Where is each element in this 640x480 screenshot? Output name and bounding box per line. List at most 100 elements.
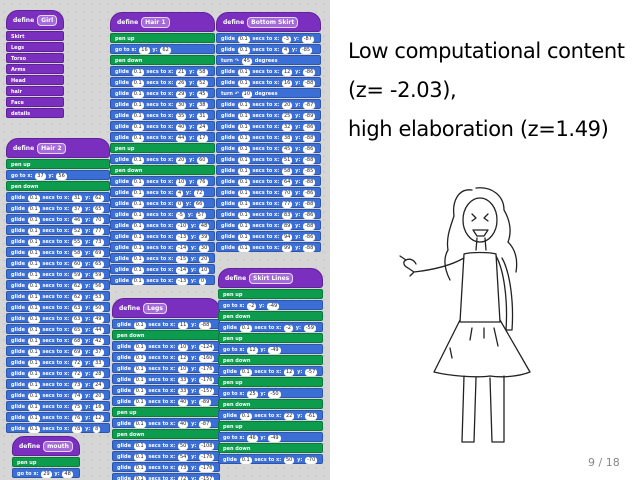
block-input[interactable]: 0.1 — [237, 135, 250, 142]
code-block[interactable]: glide 0.1 secs to x: -2 y: -59 — [218, 322, 324, 332]
block-input[interactable]: 0 — [198, 278, 207, 285]
block-input[interactable]: 66 — [193, 201, 205, 208]
block-input[interactable]: 0.1 — [239, 457, 252, 464]
block-input[interactable]: 40 — [178, 421, 189, 428]
block-input[interactable]: -15 — [176, 256, 189, 263]
code-block[interactable]: glide 0.1 secs to x: 73 y: -176 — [112, 462, 221, 472]
block-input[interactable]: 10 — [198, 267, 210, 274]
block-input[interactable]: 0.1 — [237, 245, 250, 252]
block-input[interactable]: -88 — [303, 245, 316, 252]
code-block[interactable]: glide 0.1 secs to x: 29 y: 45 — [110, 88, 216, 98]
code-block[interactable]: glide 0.1 secs to x: 70 y: -86 — [216, 187, 322, 197]
code-block[interactable]: glide 0.1 secs to x: 62 y: 53 — [6, 291, 110, 301]
block-input[interactable]: -59 — [303, 325, 316, 332]
block-input[interactable]: 0.1 — [27, 327, 40, 334]
code-block[interactable]: turn ↶ 10 degrees — [216, 88, 322, 98]
block-input[interactable]: 0.1 — [237, 168, 250, 175]
block-input[interactable]: -61 — [305, 413, 318, 420]
code-block[interactable]: glide 0.1 secs to x: 10 y: 76 — [110, 176, 216, 186]
code-block[interactable]: glide 0.1 secs to x: 35 y: 31 — [110, 110, 216, 120]
block-input[interactable]: -88 — [303, 223, 316, 230]
block-input[interactable]: 0.1 — [131, 113, 144, 120]
code-block[interactable]: glide 0.1 secs to x: 10 y: -124 — [112, 341, 221, 351]
block-input[interactable]: 0.1 — [27, 272, 40, 279]
block-input[interactable]: 26 — [176, 80, 187, 87]
code-block[interactable]: glide 0.1 secs to x: 45 y: -86 — [216, 143, 322, 153]
block-input[interactable]: 63 — [72, 305, 83, 312]
code-block[interactable]: glide 0.1 secs to x: 30 y: 38 — [110, 99, 216, 109]
script-define-skirt-lines[interactable]: define Skirt Lines pen up go to x: -2 y: -… — [218, 268, 324, 464]
block-input[interactable]: 0.1 — [133, 366, 146, 373]
block-input[interactable]: 33 — [93, 360, 104, 367]
block-input[interactable]: 62 — [72, 283, 83, 290]
script-define-girl[interactable]: define Girl Skirt Legs Torso Arms Head hai… — [6, 10, 65, 118]
block-input[interactable]: 58 — [282, 168, 293, 175]
block-input[interactable]: 76 — [197, 179, 208, 186]
block-input[interactable]: 0.1 — [131, 102, 144, 109]
block-input[interactable]: 0.1 — [27, 316, 40, 323]
code-block[interactable]: glide 0.1 secs to x: -10 y: 48 — [110, 220, 216, 230]
block-input[interactable]: 20 — [176, 157, 187, 164]
block-input[interactable]: 0.1 — [27, 261, 40, 268]
block-input[interactable]: 0.1 — [27, 283, 40, 290]
code-block[interactable]: glide 0.1 secs to x: 37 y: 65 — [6, 203, 110, 213]
block-input[interactable]: 77 — [93, 228, 104, 235]
define-block[interactable]: define mouth — [12, 436, 80, 456]
block-input[interactable]: -86 — [303, 146, 316, 153]
block-input[interactable]: 0.1 — [27, 228, 40, 235]
block-input[interactable]: 20 — [282, 102, 293, 109]
block-input[interactable]: 16 — [139, 47, 150, 54]
script-define-legs[interactable]: define Legs glide 0.1 secs to x: 11 y: -88… — [112, 298, 221, 480]
block-input[interactable]: 0.1 — [133, 388, 146, 395]
block-input[interactable]: 20 — [198, 256, 210, 263]
block-input[interactable]: 99 — [282, 245, 293, 252]
block-input[interactable]: 63 — [72, 316, 83, 323]
block-input[interactable]: -176 — [199, 377, 215, 384]
block-input[interactable]: 70 — [282, 190, 293, 197]
block-input[interactable]: 58 — [197, 69, 208, 76]
block-input[interactable]: 38 — [282, 135, 293, 142]
block-input[interactable]: -176 — [199, 454, 215, 461]
block-input[interactable]: -70 — [305, 457, 318, 464]
code-block[interactable]: glide 0.1 secs to x: 58 y: 69 — [6, 247, 110, 257]
code-block[interactable]: glide 0.1 secs to x: 16 y: -88 — [216, 77, 322, 87]
block-input[interactable]: 65 — [93, 206, 104, 213]
code-block[interactable]: glide 0.1 secs to x: 52 y: 77 — [6, 225, 110, 235]
code-block[interactable]: glide 0.1 secs to x: 54 y: -176 — [112, 451, 221, 461]
block-input[interactable]: 0.1 — [131, 91, 144, 98]
block-input[interactable]: -157 — [199, 476, 215, 480]
block-input[interactable]: 0.1 — [27, 239, 40, 246]
block-input[interactable]: 59 — [72, 272, 83, 279]
block-input[interactable]: 76 — [72, 415, 83, 422]
block-input[interactable]: -49 — [267, 303, 280, 310]
block-input[interactable]: -87 — [301, 36, 314, 43]
block-input[interactable]: 0.1 — [131, 190, 144, 197]
block-input[interactable]: 62 — [93, 195, 104, 202]
code-block[interactable]: pen up — [218, 289, 324, 299]
block-input[interactable]: 60 — [197, 157, 208, 164]
define-block[interactable]: define Skirt Lines — [218, 268, 324, 288]
block-input[interactable]: 55 — [72, 239, 83, 246]
block-input[interactable]: 52 — [197, 80, 208, 87]
code-block[interactable]: glide 0.1 secs to x: 74 y: 20 — [6, 390, 110, 400]
code-block[interactable]: glide 0.1 secs to x: 25 y: -89 — [216, 110, 322, 120]
block-input[interactable]: -2 — [284, 325, 293, 332]
code-block[interactable]: glide 0.1 secs to x: 64 y: -88 — [216, 176, 322, 186]
block-input[interactable]: 40 — [176, 124, 187, 131]
code-block[interactable]: pen up — [218, 333, 324, 343]
block-input[interactable]: 16 — [282, 80, 293, 87]
block-input[interactable]: 42 — [93, 338, 104, 345]
code-block[interactable]: go to x: 25 y: -50 — [218, 388, 324, 398]
script-define-mouth[interactable]: define mouth pen up go to x: 29 y: 48 — [12, 436, 80, 478]
block-input[interactable]: 0.1 — [27, 426, 40, 433]
define-block[interactable]: define Bottom Skirt — [216, 12, 322, 32]
block-input[interactable]: -160 — [199, 355, 215, 362]
block-input[interactable]: 37 — [35, 173, 46, 180]
block-input[interactable]: 72 — [178, 476, 189, 480]
block-input[interactable]: 77 — [282, 201, 293, 208]
block-input[interactable]: -49 — [268, 435, 281, 442]
block-input[interactable]: 37 — [72, 206, 83, 213]
block-input[interactable]: -87 — [303, 102, 316, 109]
code-block[interactable]: glide 0.1 secs to x: 72 y: 28 — [6, 368, 110, 378]
block-input[interactable]: 0.1 — [133, 454, 146, 461]
